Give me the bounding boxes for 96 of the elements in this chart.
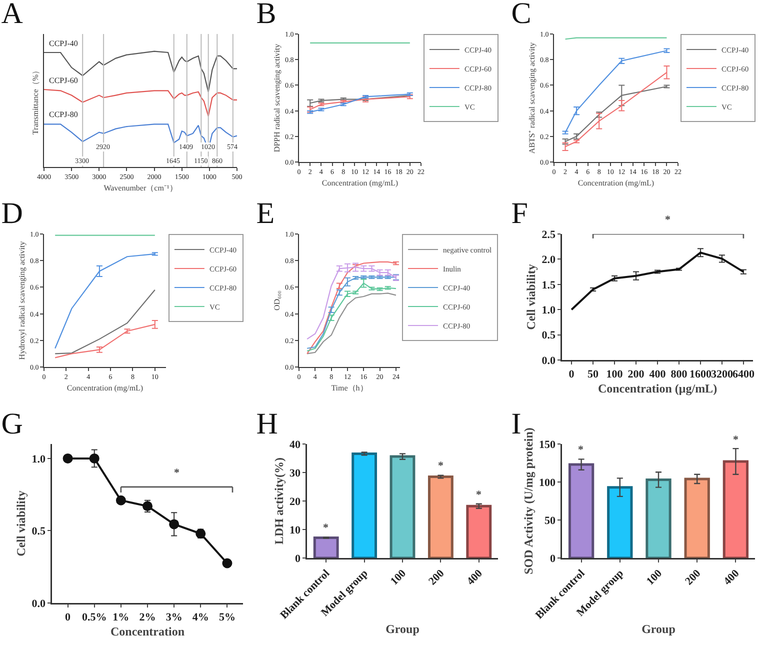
series-label: CCPJ-40	[49, 39, 78, 48]
annotation: *	[174, 467, 180, 479]
series-label: CCPJ-60	[49, 76, 78, 85]
y-axis-title: Transmittance（%）	[30, 66, 40, 135]
x-tick-label: 0.5%	[82, 612, 107, 624]
x-axis-title: Group	[386, 622, 420, 636]
x-tick-label: 200	[682, 567, 704, 588]
y-tick-label: 1.0	[542, 304, 556, 316]
x-axis-title: Concentration	[110, 624, 185, 638]
point	[89, 453, 100, 464]
x-tick-label: 3200	[710, 368, 734, 380]
x-tick-label: 100	[388, 567, 409, 588]
point	[222, 558, 232, 568]
x-axis-title: Wavenumber（cm⁻¹）	[104, 183, 178, 192]
y-tick-label: 2.5	[542, 228, 556, 241]
y-tick-label: 50	[544, 514, 556, 527]
text: *	[665, 214, 671, 226]
x-tick-label: 3%	[166, 612, 182, 624]
chart-title: E	[256, 197, 275, 230]
x-tick-label: 6400	[732, 368, 755, 380]
y-axis-title: SOD Activity (U/mg protein)	[521, 428, 536, 574]
annotation: *	[578, 444, 584, 456]
y-tick-label: 100	[539, 476, 556, 489]
y-axis-title: LDH activity(%)	[272, 458, 286, 544]
point	[169, 519, 180, 530]
x-tick-label: 800	[670, 368, 688, 380]
x-tick-label: 50	[588, 368, 600, 380]
y-tick-label: 0.0	[542, 354, 556, 367]
line-series	[306, 292, 397, 354]
x-tick-label: 100	[644, 567, 665, 588]
y-tick-label: 2.0	[542, 254, 556, 266]
y-tick-label: 40	[290, 438, 301, 451]
bar	[684, 478, 710, 558]
bar	[313, 536, 339, 558]
x-axis-title: Concentration (mg/mL)	[66, 383, 144, 392]
x-tick-label: 0	[568, 368, 575, 380]
y-tick-label: 20	[290, 496, 301, 508]
x-tick-label: 0	[65, 612, 72, 624]
x-axis-title: Concentration (mg/mL)	[322, 178, 398, 188]
y-tick-label: 30	[290, 467, 301, 480]
y-tick-label: 1.5	[542, 279, 556, 292]
bar	[568, 463, 594, 558]
x-axis-title: Time（h）	[331, 383, 368, 392]
bar	[466, 504, 492, 558]
x-axis-title: Concentration (μg/mL)	[598, 381, 718, 396]
annotation: *	[733, 434, 739, 446]
point	[116, 495, 126, 506]
bar	[607, 486, 633, 558]
y-axis-title: Cell viability	[14, 490, 28, 556]
chart-title: I	[511, 407, 522, 440]
y-axis-title: ABTS⁺ radical scavenging activity	[528, 42, 537, 154]
chart-title: H	[256, 407, 278, 440]
line-series	[54, 253, 156, 349]
x-tick-label: 400	[722, 567, 742, 588]
x-tick-label: 100	[606, 368, 624, 380]
chart-title: G	[1, 407, 23, 440]
y-axis-title: DPPH radical scavenging activity	[272, 44, 282, 152]
x-tick-label: 200	[426, 567, 448, 588]
x-tick-label: 4%	[192, 612, 209, 624]
y-axis-title: Cell viability	[524, 264, 538, 330]
y-tick-label: 0.5	[32, 526, 46, 538]
y-tick-label: 0.0	[32, 598, 46, 610]
y-tick-label: 0	[295, 552, 301, 565]
chart-title: A	[1, 0, 24, 30]
chart-title: D	[1, 197, 23, 230]
x-tick-label: 1%	[112, 612, 130, 624]
line-series	[306, 261, 397, 354]
series-label: CCPJ-80	[49, 110, 78, 119]
x-tick-label: 400	[464, 567, 486, 588]
y-tick-label: 1.0	[32, 453, 46, 466]
y-tick-label: 0.5	[542, 330, 556, 342]
x-axis-title: Group	[642, 622, 676, 636]
chart-title: B	[256, 0, 276, 30]
x-tick-label: 200	[628, 368, 645, 380]
y-tick-label: 0	[550, 552, 556, 565]
bar	[390, 455, 416, 558]
annotation: *	[438, 460, 444, 472]
x-axis-title: Concentration (mg/mL)	[578, 178, 654, 188]
y-tick-label: 10	[290, 524, 301, 536]
y-axis-title: Hydroxyl radical scavenging activity	[18, 241, 27, 360]
bar	[722, 460, 749, 558]
chart-title: F	[511, 197, 528, 230]
annotation: *	[476, 489, 482, 501]
x-tick-label: 1600	[689, 368, 712, 380]
line-series	[54, 289, 156, 354]
bar	[352, 452, 378, 558]
x-tick-label: 400	[649, 368, 666, 380]
y-axis-title: OD₆₀₀	[272, 290, 282, 310]
x-tick-label: 5%	[218, 612, 236, 624]
x-tick-label: 2%	[139, 612, 156, 624]
y-tick-label: 150	[539, 438, 556, 451]
bar	[646, 478, 672, 558]
bar	[428, 476, 454, 558]
chart-title: C	[511, 0, 532, 30]
annotation: *	[323, 522, 329, 534]
point	[62, 453, 73, 464]
